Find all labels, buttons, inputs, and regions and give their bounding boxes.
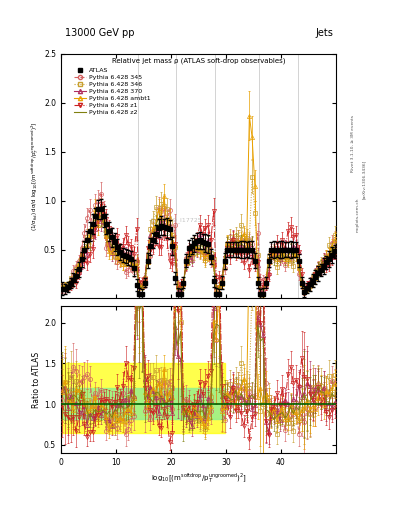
X-axis label: log$_{10}$[(m$^{\mathrm{soft drop}}$/p$_T^{\mathrm{ungroomed}}$)$^2$]: log$_{10}$[(m$^{\mathrm{soft drop}}$/p$_… (151, 471, 246, 485)
Y-axis label: (1/σ$_{\mathrm{fid}}$) dσ/d log$_{10}$[(m$^{\mathrm{soft drop}}$/p$_T^{\mathrm{u: (1/σ$_{\mathrm{fid}}$) dσ/d log$_{10}$[(… (30, 121, 41, 231)
Text: AH_2019_I17725: AH_2019_I17725 (150, 217, 203, 223)
Legend: ATLAS, Pythia 6.428 345, Pythia 6.428 346, Pythia 6.428 370, Pythia 6.428 ambt1,: ATLAS, Pythia 6.428 345, Pythia 6.428 34… (72, 67, 152, 116)
Text: 13000 GeV pp: 13000 GeV pp (65, 28, 134, 38)
Text: [arXiv:1306.3436]: [arXiv:1306.3436] (362, 160, 365, 199)
Text: mcplots.cern.ch: mcplots.cern.ch (356, 198, 360, 232)
Text: Relative jet mass ρ (ATLAS soft-drop observables): Relative jet mass ρ (ATLAS soft-drop obs… (112, 57, 285, 64)
Text: Rivet 3.1.10, ≥ 3M events: Rivet 3.1.10, ≥ 3M events (351, 115, 354, 172)
Y-axis label: Ratio to ATLAS: Ratio to ATLAS (32, 352, 41, 408)
Text: Jets: Jets (316, 28, 333, 38)
